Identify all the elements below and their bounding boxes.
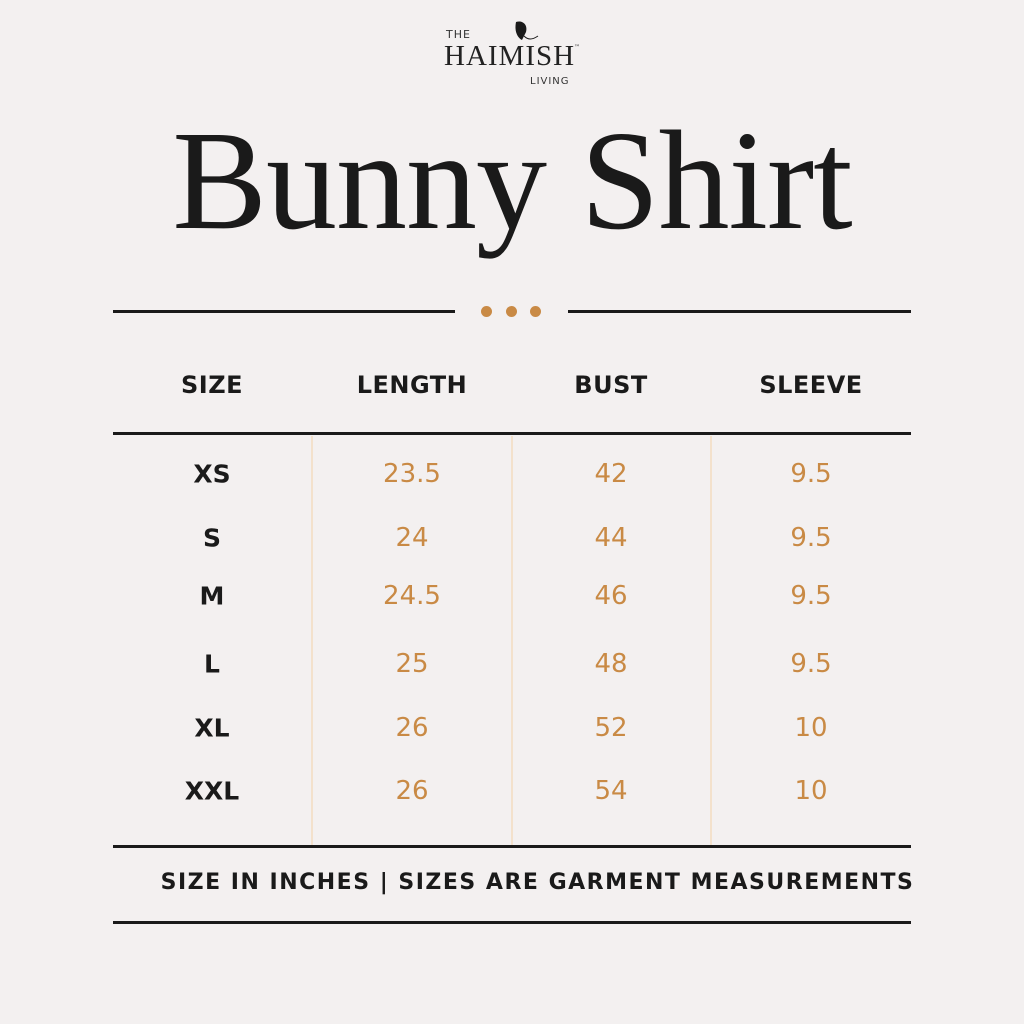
- cell-sleeve: 9.5: [790, 459, 832, 489]
- cell-length: 24: [395, 523, 429, 553]
- column-line: [710, 436, 712, 846]
- header-bust: BUST: [574, 371, 648, 399]
- cell-size: L: [204, 649, 220, 679]
- cell-size: M: [199, 581, 225, 611]
- cell-sleeve: 9.5: [790, 649, 832, 679]
- logo-the: THE: [446, 28, 471, 41]
- cell-length: 25: [395, 649, 429, 679]
- dot-2: [506, 306, 517, 317]
- divider-right: [568, 310, 911, 313]
- cell-length: 24.5: [383, 581, 441, 611]
- cell-bust: 48: [594, 649, 628, 679]
- cell-size: XL: [194, 713, 230, 743]
- cell-size: XS: [193, 459, 231, 489]
- cell-bust: 46: [594, 581, 628, 611]
- cell-sleeve: 10: [794, 713, 828, 743]
- logo-wordmark: HAIMISH: [444, 40, 576, 72]
- cell-length: 26: [395, 713, 429, 743]
- dot-1: [481, 306, 492, 317]
- dot-3: [530, 306, 541, 317]
- cell-bust: 42: [594, 459, 628, 489]
- header-length: LENGTH: [356, 371, 468, 399]
- cell-bust: 52: [594, 713, 628, 743]
- cell-size: XXL: [184, 776, 240, 806]
- cell-sleeve: 9.5: [790, 581, 832, 611]
- logo-living: LIVING: [530, 76, 570, 87]
- header-sleeve: SLEEVE: [759, 371, 863, 399]
- cell-sleeve: 9.5: [790, 523, 832, 553]
- footer-note: SIZE IN INCHES | SIZES ARE GARMENT MEASU…: [160, 870, 915, 895]
- table-bottom-rule: [113, 845, 911, 848]
- column-line: [511, 436, 513, 846]
- cell-length: 23.5: [383, 459, 441, 489]
- cell-bust: 54: [594, 776, 628, 806]
- cell-sleeve: 10: [794, 776, 828, 806]
- header-rule: [113, 432, 911, 435]
- footer-rule: [113, 921, 911, 924]
- divider-left: [113, 310, 455, 313]
- cell-size: S: [202, 523, 221, 553]
- page-title: Bunny Shirt: [172, 101, 852, 259]
- cell-length: 26: [395, 776, 429, 806]
- logo-trademark: ™: [574, 44, 580, 51]
- header-size: SIZE: [180, 371, 243, 399]
- column-line: [311, 436, 313, 846]
- ginkgo-leaf-icon: [515, 21, 539, 40]
- cell-bust: 44: [594, 523, 628, 553]
